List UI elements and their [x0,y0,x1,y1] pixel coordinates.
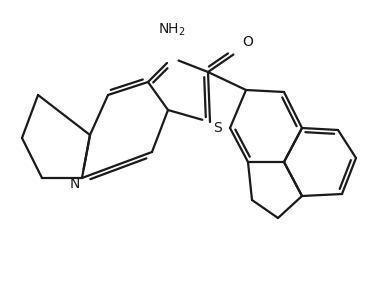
Text: O: O [243,35,253,49]
Text: S: S [214,121,222,135]
Text: NH$_2$: NH$_2$ [158,22,186,38]
Text: N: N [70,177,80,191]
